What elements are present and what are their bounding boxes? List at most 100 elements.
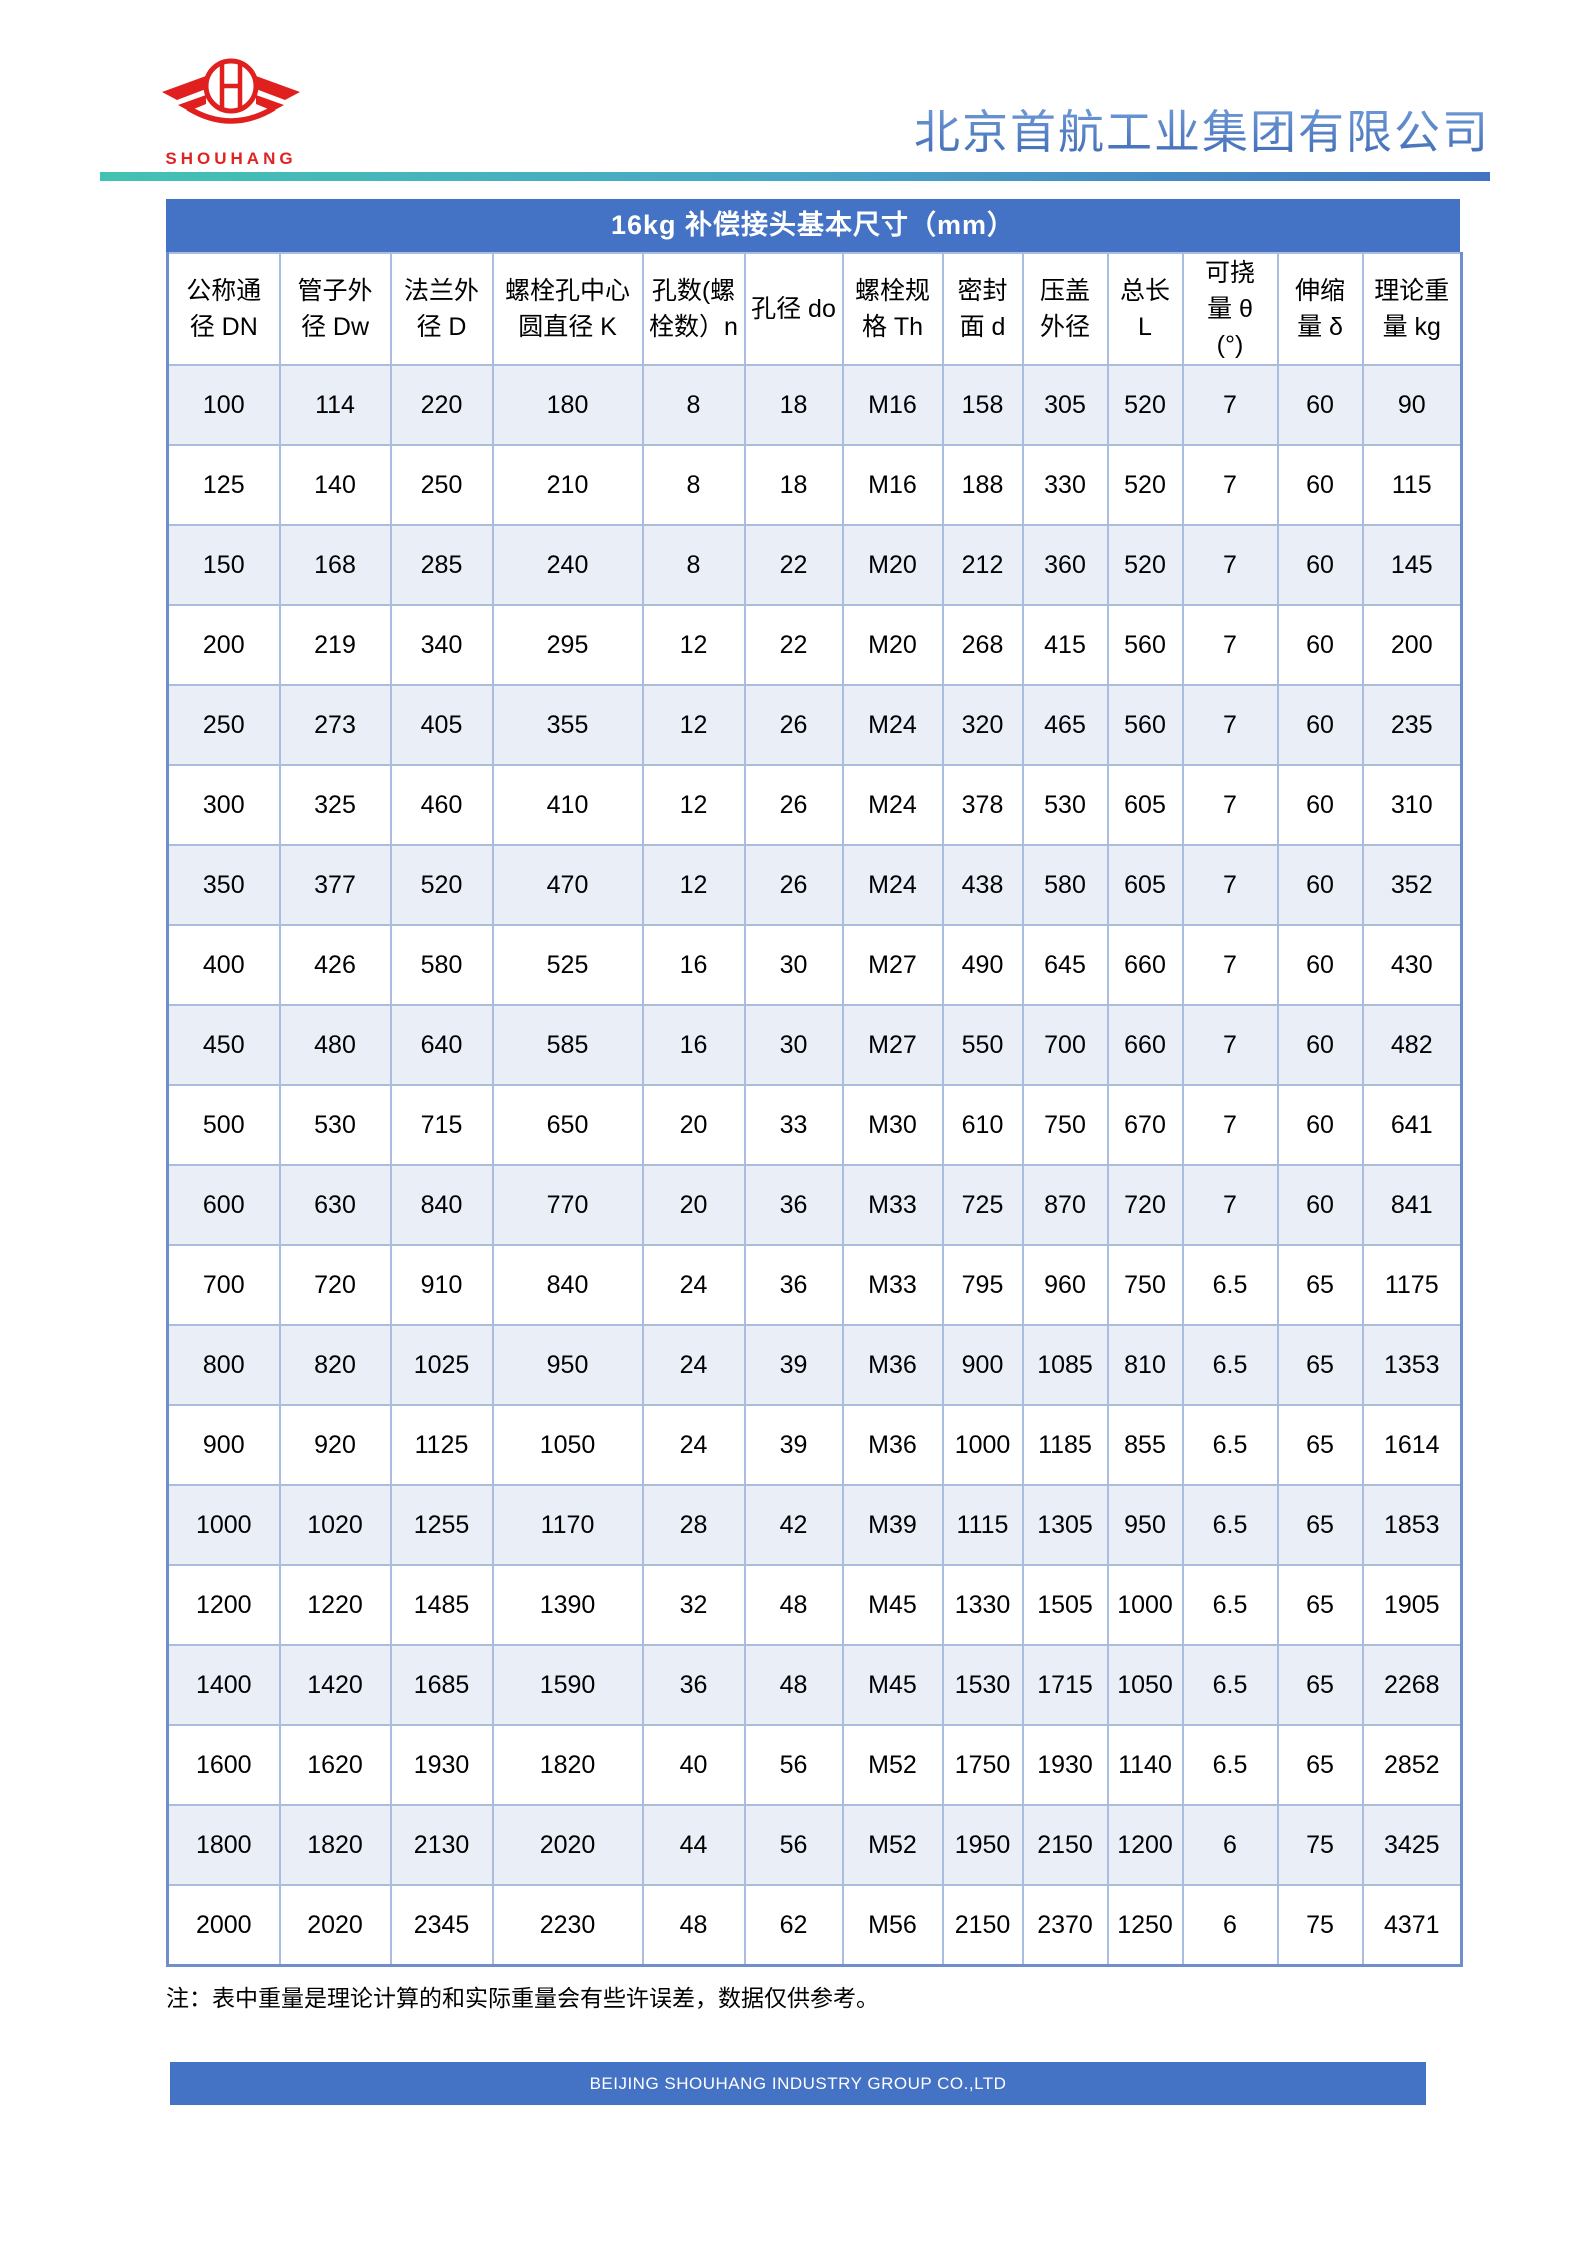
data-cell: 1590	[491, 1644, 644, 1726]
data-cell: 60	[1276, 364, 1364, 446]
data-cell: 670	[1106, 1084, 1184, 1166]
header-cell: 管子外 径 Dw	[278, 252, 392, 366]
data-cell: 1820	[491, 1724, 644, 1806]
data-cell: 36	[743, 1244, 844, 1326]
footnote: 注：表中重量是理论计算的和实际重量会有些许误差，数据仅供参考。	[166, 1986, 879, 2011]
data-cell: 470	[491, 844, 644, 926]
data-cell: 42	[743, 1484, 844, 1566]
data-cell: 400	[166, 924, 281, 1006]
data-cell: 48	[743, 1564, 844, 1646]
data-cell: 1000	[1106, 1564, 1184, 1646]
table-row: 100 114 220 180 8 18 M16 158 305 520 7 60 90	[166, 364, 1463, 446]
data-cell: 24	[641, 1404, 746, 1486]
data-cell: 200	[166, 604, 281, 686]
data-cell: 1600	[166, 1724, 281, 1806]
data-cell: 1750	[941, 1724, 1024, 1806]
data-cell: M56	[841, 1884, 944, 1967]
data-cell: 7	[1181, 444, 1279, 526]
data-cell: 585	[491, 1004, 644, 1086]
data-cell: M52	[841, 1724, 944, 1806]
data-cell: 800	[166, 1324, 281, 1406]
data-cell: 1620	[278, 1724, 392, 1806]
data-cell: 720	[1106, 1164, 1184, 1246]
data-cell: 168	[278, 524, 392, 606]
header-cell: 密封 面 d	[941, 252, 1024, 366]
table-row: 125 140 250 210 8 18 M16 188 330 520 7 60 115	[166, 444, 1463, 526]
data-cell: 36	[641, 1644, 746, 1726]
data-cell: 1715	[1021, 1644, 1109, 1726]
data-cell: 1905	[1361, 1564, 1463, 1646]
data-cell: 114	[278, 364, 392, 446]
data-cell: 24	[641, 1244, 746, 1326]
data-cell: 26	[743, 684, 844, 766]
table-row: 1800 1820 2130 2020 44 56 M52 1950 2150 1200 6 75 34…	[166, 1804, 1463, 1886]
data-cell: 1485	[389, 1564, 494, 1646]
data-cell: 240	[491, 524, 644, 606]
data-cell: 26	[743, 764, 844, 846]
table-row: 500 530 715 650 20 33 M30 610 750 670 7 60 641	[166, 1084, 1463, 1166]
data-cell: 268	[941, 604, 1024, 686]
data-cell: 530	[278, 1084, 392, 1166]
data-cell: 100	[166, 364, 281, 446]
data-cell: M27	[841, 1004, 944, 1086]
data-cell: 1185	[1021, 1404, 1109, 1486]
data-cell: 60	[1276, 844, 1364, 926]
data-cell: 2268	[1361, 1644, 1463, 1726]
header-cell: 伸缩 量 δ	[1276, 252, 1364, 366]
data-cell: 810	[1106, 1324, 1184, 1406]
table-row: 1400 1420 1685 1590 36 48 M45 1530 1715 1050 6.5 65…	[166, 1644, 1463, 1726]
header-cell: 孔数(螺 栓数）n	[641, 252, 746, 366]
header-cell: 理论重 量 kg	[1361, 252, 1463, 366]
company-logo: SHOUHANG	[146, 50, 316, 169]
data-cell: 1050	[1106, 1644, 1184, 1726]
shouhang-logo-icon	[162, 58, 300, 124]
data-cell: 6	[1181, 1884, 1279, 1967]
data-cell: 30	[743, 924, 844, 1006]
data-cell: 7	[1181, 1084, 1279, 1166]
data-cell: 725	[941, 1164, 1024, 1246]
data-cell: 220	[389, 364, 494, 446]
data-cell: 40	[641, 1724, 746, 1806]
data-cell: M24	[841, 764, 944, 846]
data-cell: 580	[389, 924, 494, 1006]
data-cell: 75	[1276, 1884, 1364, 1967]
data-cell: 7	[1181, 844, 1279, 926]
data-cell: 60	[1276, 1084, 1364, 1166]
header-cell: 压盖 外径	[1021, 252, 1109, 366]
data-cell: 750	[1021, 1084, 1109, 1166]
data-cell: 520	[389, 844, 494, 926]
data-cell: 250	[166, 684, 281, 766]
data-cell: 520	[1106, 524, 1184, 606]
data-cell: 910	[389, 1244, 494, 1326]
table-row: 1200 1220 1485 1390 32 48 M45 1330 1505 1000 6.5 65…	[166, 1564, 1463, 1646]
data-cell: 1170	[491, 1484, 644, 1566]
data-cell: 330	[1021, 444, 1109, 526]
table-head: 公称通 径 DN 管子外 径 Dw 法兰外 径 D 螺栓孔中心 圆直径 K 孔数(螺 栓…	[166, 252, 1463, 366]
data-cell: 235	[1361, 684, 1463, 766]
data-cell: 7	[1181, 1004, 1279, 1086]
data-cell: 26	[743, 844, 844, 926]
table-row: 300 325 460 410 12 26 M24 378 530 605 7 60 310	[166, 764, 1463, 846]
table-row: 450 480 640 585 16 30 M27 550 700 660 7 60 482	[166, 1004, 1463, 1086]
data-cell: 212	[941, 524, 1024, 606]
data-cell: 1820	[278, 1804, 392, 1886]
data-cell: 1025	[389, 1324, 494, 1406]
data-cell: 305	[1021, 364, 1109, 446]
data-cell: 7	[1181, 604, 1279, 686]
data-cell: 158	[941, 364, 1024, 446]
data-cell: 405	[389, 684, 494, 766]
data-cell: 377	[278, 844, 392, 926]
data-cell: 465	[1021, 684, 1109, 766]
data-cell: 320	[941, 684, 1024, 766]
data-cell: 720	[278, 1244, 392, 1326]
data-cell: 378	[941, 764, 1024, 846]
data-cell: 1353	[1361, 1324, 1463, 1406]
table-body: 100 114 220 180 8 18 M16 158 305 520 7 60 90 125 140 25…	[166, 364, 1463, 1967]
data-cell: 1255	[389, 1484, 494, 1566]
data-cell: M36	[841, 1404, 944, 1486]
data-cell: 188	[941, 444, 1024, 526]
data-cell: 1390	[491, 1564, 644, 1646]
data-cell: 355	[491, 684, 644, 766]
data-cell: 820	[278, 1324, 392, 1406]
data-cell: 1125	[389, 1404, 494, 1486]
